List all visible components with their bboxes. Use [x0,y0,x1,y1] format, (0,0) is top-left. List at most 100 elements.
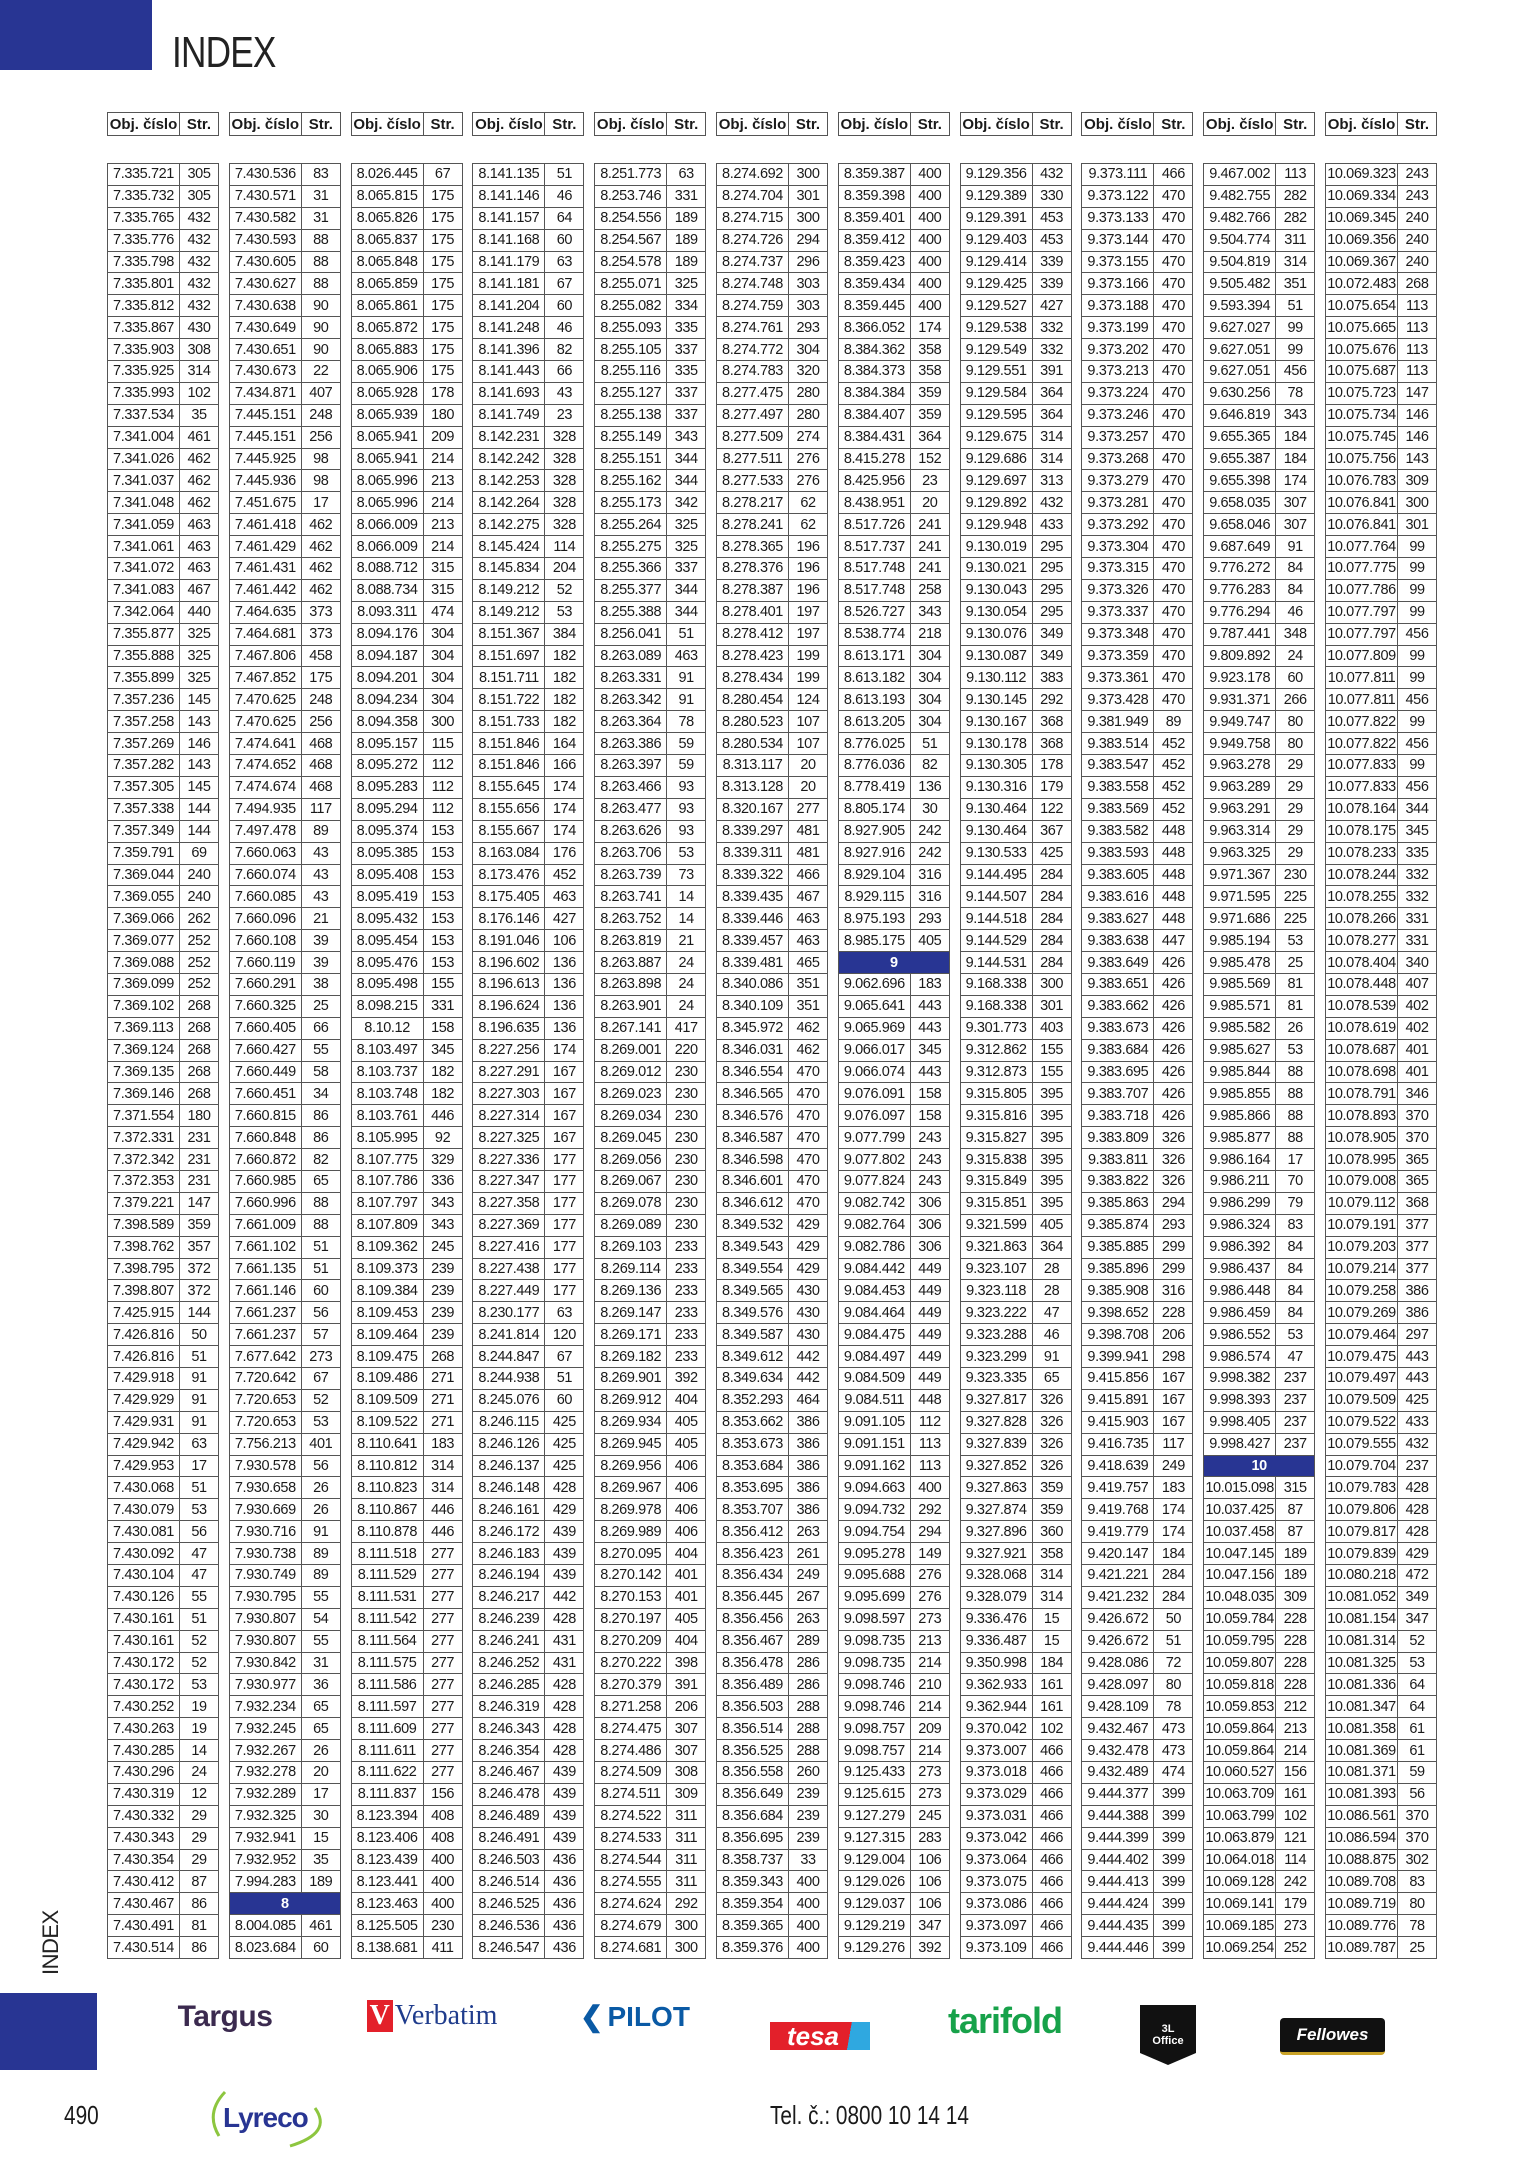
page-ref: 242 [918,823,942,840]
table-row: 9.986.459 84 [1203,1302,1316,1325]
page-ref: 343 [674,429,698,446]
page-ref: 29 [191,1808,207,1825]
page-ref: 196 [796,538,820,555]
page-ref: 337 [674,385,698,402]
table-row: 8.065.996 214 [350,492,463,515]
page-ref: 439 [552,1523,576,1540]
table-row: 8.123.394 408 [350,1805,463,1828]
item-number: 8.142.275 [473,514,546,536]
table-row: 9.428.086 72 [1081,1652,1194,1675]
page-ref: 182 [431,1063,455,1080]
page-ref: 314 [1283,254,1307,270]
table-row: 8.277.475 280 [716,382,828,405]
item-number: 7.660.405 [230,1017,302,1039]
table-row: 7.357.258 143 [107,711,219,734]
side-index-label: INDEX [38,1910,63,1975]
page-ref: 328 [552,494,576,511]
page-ref: 429 [552,1501,576,1518]
item-number: 9.373.188 [1082,295,1155,317]
item-number: 8.613.205 [839,711,911,733]
table-row: 7.930.795 55 [228,1586,341,1609]
item-number: 10.076.841 [1326,514,1398,536]
item-number: 7.464.635 [230,601,302,623]
table-row: 7.430.285 14 [107,1740,219,1763]
page-ref: 24 [678,976,695,993]
index-column: Obj. číslo Str. 8.274.692 300 8.274.704 301 8.… [716,112,828,1960]
item-number: 9.062.696 [839,973,911,995]
item-number: 9.419.768 [1082,1499,1155,1521]
page-ref: 230 [1283,866,1307,883]
table-row: 8.517.748 258 [837,579,950,602]
page-ref: 364 [1040,407,1064,424]
page-ref: 237 [1283,1370,1307,1387]
table-row: 8.246.285 428 [472,1674,585,1697]
page-ref: 88 [313,232,329,249]
item-number: 8.227.291 [473,1061,546,1083]
page-ref: 33 [800,1852,816,1869]
table-row: 8.227.256 174 [472,1039,585,1062]
table-row: 7.932.245 65 [228,1718,341,1741]
item-number: 8.280.454 [717,689,789,711]
table-row: 8.246.354 428 [472,1740,585,1763]
table-row: 7.932.952 35 [228,1849,341,1872]
item-number: 7.661.102 [230,1236,302,1258]
table-row: 9.321.599 405 [959,1214,1072,1237]
table-row: 9.327.896 360 [959,1521,1072,1544]
item-number: 7.430.081 [108,1521,180,1543]
table-row: 8.065.941 209 [350,426,463,449]
item-number: 7.369.102 [108,995,180,1017]
table-row: 10.077.822 456 [1325,733,1437,756]
item-number: 7.430.104 [108,1565,180,1586]
table-row: 8.356.467 289 [716,1630,828,1653]
table-row: 10.079.783 428 [1325,1477,1437,1500]
page-ref: 113 [1406,297,1428,314]
item-number: 8.269.956 [595,1455,668,1477]
item-number: 10.059.864 [1204,1718,1277,1740]
item-number: 7.357.282 [108,755,180,776]
page-ref: 373 [309,604,333,621]
table-row: 8.263.397 59 [594,755,707,777]
item-number: 9.383.695 [1082,1061,1155,1083]
page-ref: 462 [796,1020,820,1037]
page-ref: 347 [918,1917,942,1934]
page-ref: 448 [1161,823,1185,840]
table-row: 9.130.112 383 [959,667,1072,690]
page-ref: 54 [313,1611,329,1628]
page-ref: 273 [918,1611,942,1628]
table-row: 8.246.241 431 [472,1630,585,1653]
item-number: 8.111.609 [352,1718,424,1740]
page-ref: 343 [918,604,942,621]
table-row: 9.373.064 466 [959,1849,1072,1872]
table-row: 8.107.786 336 [350,1170,463,1193]
table-row: 8.109.362 245 [350,1236,463,1259]
page-ref: 470 [1161,297,1185,314]
item-number: 9.373.361 [1082,667,1155,689]
table-row: 8.269.912 404 [594,1389,707,1412]
item-number: 9.144.495 [961,864,1033,886]
page-ref: 106 [552,932,576,949]
table-row: 7.341.026 462 [107,448,219,471]
page-ref: 456 [1405,735,1429,752]
item-number: 8.109.509 [352,1389,424,1411]
page-ref: 383 [1040,669,1064,686]
page-ref: 46 [556,319,573,336]
item-number: 9.373.315 [1082,558,1155,579]
table-row: 8.269.012 230 [594,1061,707,1084]
item-number: 8.356.434 [717,1565,789,1586]
page-ref: 401 [674,1567,698,1584]
table-row: 10.078.164 344 [1325,798,1437,821]
item-number: 8.269.147 [595,1302,668,1324]
item-number: 8.111.529 [352,1565,424,1586]
item-number: 10.059.818 [1204,1674,1277,1696]
table-row: 8.345.972 462 [716,1017,828,1040]
table-row: 10.089.787 25 [1325,1937,1437,1960]
item-number: 10.079.817 [1326,1521,1398,1543]
table-row: 9.077.799 243 [837,1127,950,1150]
page-ref: 230 [431,1917,455,1934]
item-number: 9.373.213 [1082,361,1155,382]
table-row: 7.372.331 231 [107,1127,219,1150]
page-ref: 53 [313,1414,329,1431]
item-number: 8.123.441 [352,1871,424,1893]
column-body: 8.251.773 63 8.253.746 331 8.254.556 189 8.254… [594,163,707,1960]
item-number: 9.328.068 [961,1565,1033,1586]
